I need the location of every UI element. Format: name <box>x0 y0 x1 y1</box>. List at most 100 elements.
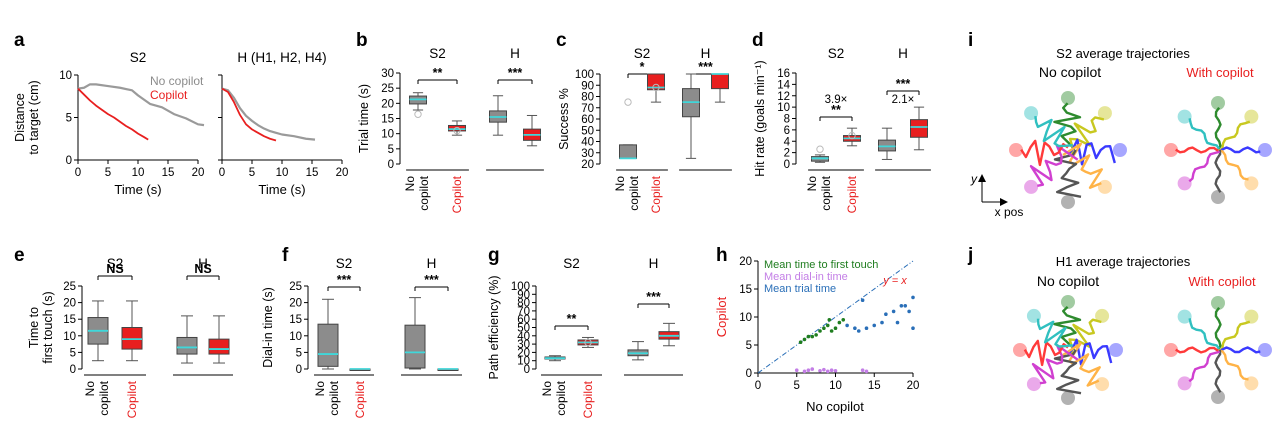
panel-j-title: H1 average trajectories <box>1056 254 1191 269</box>
y-tick-label: 14 <box>777 79 790 91</box>
panel-j-left-label: No copilot <box>1037 273 1099 289</box>
significance-label: * <box>640 60 645 74</box>
panel-g-y-label: Path efficiency (%) <box>487 276 501 380</box>
x-label-no: No <box>540 381 554 397</box>
target-right <box>1113 143 1127 157</box>
panel-letter-h: h <box>716 245 728 266</box>
trajectory-top-right <box>1218 320 1251 353</box>
panel-i-title: S2 average trajectories <box>1056 46 1190 61</box>
data-point <box>829 368 834 373</box>
axis-arrow-y-head <box>978 174 986 182</box>
trajectory-top-left <box>1188 118 1221 150</box>
target-top <box>1061 295 1075 309</box>
trajectory-top-right <box>1068 116 1105 154</box>
x-label-copilot: copilot <box>417 175 431 210</box>
data-point <box>822 367 826 372</box>
panel-a-y-label-line1: Distance <box>13 93 27 142</box>
y-tick-label: 10 <box>381 129 394 141</box>
data-point <box>833 326 838 331</box>
y-tick-label: 10 <box>517 356 530 368</box>
y-tick-label: 30 <box>381 68 394 80</box>
y-tick-label: 16 <box>777 68 790 80</box>
x-axis-label: No copilot <box>806 399 864 414</box>
y-tick-label: 100 <box>511 281 530 293</box>
trajectory-top <box>1053 305 1082 351</box>
panel-e-group-h: HNS <box>173 256 233 376</box>
y-tick-label: 90 <box>517 289 530 301</box>
data-point <box>895 320 900 325</box>
outlier-point <box>624 98 632 106</box>
box-iqr <box>711 73 729 90</box>
panel-letter-j: j <box>967 245 973 266</box>
y-tick-label: 4 <box>784 136 791 148</box>
box-no-copilot <box>409 92 427 118</box>
panel-c-group-h: H*** <box>679 46 732 171</box>
box-iqr <box>404 324 426 369</box>
panel-d-y-label: Hit rate (goals min⁻¹) <box>753 60 767 176</box>
target-top <box>1211 96 1225 110</box>
box-no-copilot <box>87 300 109 362</box>
panel-f-y-label: Dial-in time (s) <box>261 287 275 368</box>
data-point <box>891 309 896 314</box>
y-tick-label: 10 <box>63 331 76 343</box>
x-tick-label: 10 <box>276 167 289 179</box>
trajectory-left <box>1020 139 1069 167</box>
y-tick-label: 25 <box>381 83 394 95</box>
identity-label: y = x <box>882 275 907 287</box>
y-tick-label: 60 <box>581 114 594 126</box>
data-point <box>833 368 838 373</box>
y-tick-label: 5 <box>66 113 72 125</box>
significance-label: NS <box>194 262 211 276</box>
y-tick-label: 20 <box>517 347 530 359</box>
x-tick-label: 5 <box>794 380 800 392</box>
data-point <box>907 309 911 314</box>
group-title: H <box>649 256 659 271</box>
trajectory-bottom-right <box>1217 149 1249 181</box>
identity-line <box>757 260 914 374</box>
series-copilot-line <box>221 87 277 142</box>
data-point <box>825 323 830 328</box>
y-tick-label: 5 <box>746 340 752 352</box>
panel-c-y-label: Success % <box>557 88 571 150</box>
x-label-copilot-red: Copilot <box>125 380 139 418</box>
target-top-left <box>1177 109 1192 124</box>
group-title: H <box>510 46 520 61</box>
panel-g-group-s2: S2 ** <box>541 256 602 376</box>
box-copilot <box>208 315 230 364</box>
axis-y-label: y <box>970 172 978 186</box>
data-point <box>853 326 857 331</box>
axis-arrow-x-head <box>1000 198 1008 206</box>
box-no-copilot <box>811 145 829 163</box>
x-label-no: No <box>403 176 417 192</box>
significance-label: *** <box>424 273 439 287</box>
panel-d-group-s2: S2 3.9×** <box>808 46 864 171</box>
trajectory-bottom <box>1214 349 1222 393</box>
box-copilot <box>658 322 680 347</box>
x-label-no: No <box>613 176 627 192</box>
y-axis-label: Copilot <box>714 296 729 337</box>
group-title: H <box>427 256 437 271</box>
x-label-no: No <box>313 381 327 397</box>
data-point <box>806 368 811 373</box>
target-bottom <box>1061 391 1075 405</box>
group-title: S2 <box>429 46 446 61</box>
significance-label: *** <box>896 77 911 91</box>
panel-b-y-axis: 0 5 10 15 20 25 30 <box>381 68 401 171</box>
target-right <box>1109 343 1123 357</box>
y-tick-label: 20 <box>381 98 394 110</box>
box-copilot <box>910 106 928 151</box>
trajectory-bottom-right <box>1217 349 1249 381</box>
box-iqr <box>317 323 339 367</box>
x-label-no: No <box>805 176 819 192</box>
x-axis-label: Time (s) <box>114 182 161 197</box>
data-point <box>802 369 807 374</box>
y-tick-label: 0 <box>746 368 752 380</box>
box-iqr <box>910 119 928 138</box>
panel-letter-g: g <box>488 245 500 266</box>
y-tick-label: 10 <box>289 331 302 343</box>
data-point <box>911 326 915 331</box>
x-tick-label: 5 <box>249 167 255 179</box>
x-tick-label: 0 <box>219 167 225 179</box>
